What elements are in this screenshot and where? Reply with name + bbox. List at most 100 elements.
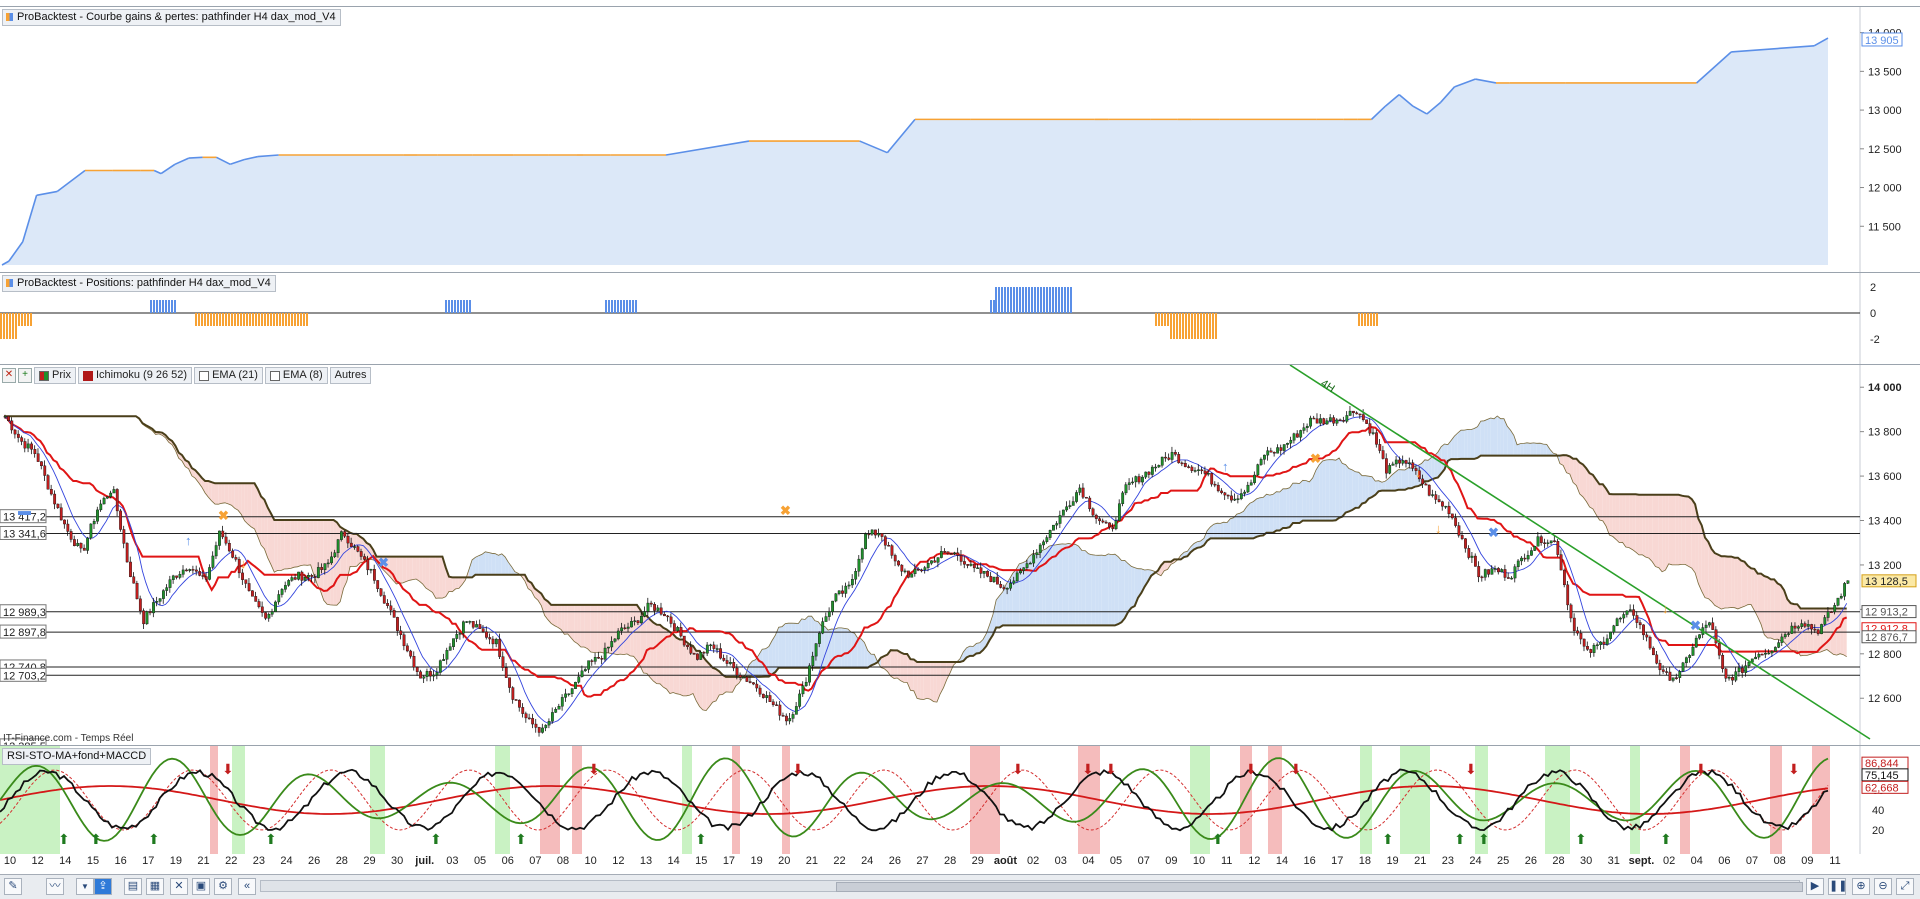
- legend-autres[interactable]: Autres: [329, 367, 372, 384]
- ichimoku-cloud-segment: [412, 556, 417, 580]
- sell-arrow: ⬇: [1245, 761, 1257, 777]
- candle-up: [1546, 542, 1550, 544]
- equity-segment: [8, 241, 24, 262]
- zoom-in-icon[interactable]: ⊕: [1852, 878, 1870, 895]
- candle-down: [1417, 470, 1421, 480]
- dropdown-icon[interactable]: ▼: [76, 878, 94, 895]
- candle-up: [165, 587, 169, 591]
- legend-ema21[interactable]: EMA (21): [194, 367, 263, 384]
- ichimoku-cloud-segment: [1269, 494, 1274, 533]
- legend-prix[interactable]: Prix: [34, 367, 76, 384]
- rewind-icon[interactable]: «: [238, 878, 256, 895]
- candle-up: [1394, 459, 1398, 465]
- indicator-icon[interactable]: ▤: [124, 878, 142, 895]
- ichimoku-cloud-segment: [218, 483, 222, 505]
- date-label: 20: [778, 855, 791, 867]
- equity-segment: [1412, 105, 1428, 115]
- candle-down: [148, 611, 152, 614]
- candle-down: [1658, 663, 1662, 671]
- candle-down: [1342, 420, 1345, 422]
- share-icon[interactable]: ⇪: [94, 878, 112, 895]
- candle-up: [333, 552, 337, 558]
- legend-ema8[interactable]: EMA (8): [264, 367, 328, 384]
- ichimoku-cloud-segment: [1335, 458, 1340, 521]
- ichimoku-cloud-segment: [775, 627, 779, 672]
- candle-down: [198, 571, 202, 576]
- scrollbar-thumb[interactable]: [836, 882, 1803, 892]
- close-panel-button[interactable]: ✕: [2, 368, 16, 383]
- sell-arrow: ⬇: [1082, 761, 1094, 777]
- candle-up: [432, 674, 436, 677]
- date-label: 11: [1220, 855, 1233, 867]
- candle-up: [171, 575, 175, 580]
- candle-down: [1190, 466, 1194, 471]
- ichimoku-cloud-segment: [692, 645, 697, 701]
- window-icon[interactable]: ▣: [192, 878, 210, 895]
- fit-icon[interactable]: ⤢: [1896, 878, 1914, 895]
- equity-segment: [1731, 44, 1815, 53]
- chart-type-icon[interactable]: 〰: [46, 878, 64, 895]
- candle-down: [1203, 470, 1207, 474]
- add-indicator-button[interactable]: +: [18, 368, 32, 383]
- ichimoku-cloud-segment: [455, 577, 459, 589]
- candle-down: [1464, 538, 1467, 549]
- zoom-out-icon[interactable]: ⊖: [1874, 878, 1892, 895]
- equity-segment: [1813, 37, 1829, 47]
- candle-down: [1450, 513, 1454, 519]
- buy-arrow: ⬆: [1212, 831, 1224, 847]
- legend-ema21-label: EMA (21): [212, 369, 258, 381]
- candle-up: [804, 681, 808, 686]
- ichimoku-cloud-segment: [1292, 483, 1297, 524]
- pause-icon[interactable]: ❚❚: [1828, 878, 1847, 895]
- candle-down: [1648, 636, 1652, 649]
- date-label: 15: [695, 855, 708, 867]
- candle-up: [297, 571, 300, 580]
- ichimoku-cloud-segment: [1128, 563, 1132, 612]
- candle-up: [1530, 550, 1533, 556]
- candle-down: [999, 584, 1003, 588]
- pencil-icon[interactable]: ✎: [4, 878, 22, 895]
- long-position-bar: [1061, 287, 1063, 313]
- candle-up: [1052, 524, 1055, 531]
- date-label: 07: [1745, 855, 1759, 867]
- date-label: 24: [861, 855, 874, 867]
- cross-icon[interactable]: ✕: [170, 878, 188, 895]
- settings-icon[interactable]: ⚙: [214, 878, 232, 895]
- candle-up: [445, 650, 449, 660]
- ichimoku-cloud-segment: [1523, 442, 1527, 456]
- backtest-icon[interactable]: ▦: [146, 878, 164, 895]
- candle-up: [1401, 460, 1405, 464]
- ichimoku-cloud-segment: [613, 604, 618, 655]
- candle-down: [1322, 418, 1326, 425]
- short-position-bar: [1191, 313, 1193, 339]
- candle-up: [616, 630, 620, 640]
- short-position-bar: [1212, 313, 1214, 339]
- candle-down: [185, 569, 188, 572]
- ichimoku-cloud-segment: [1810, 608, 1814, 655]
- long-position-bar: [1031, 287, 1033, 313]
- date-label: 17: [142, 855, 155, 867]
- candle-up: [1595, 644, 1599, 646]
- date-label: 12: [612, 855, 625, 867]
- ichimoku-cloud-segment: [1543, 444, 1547, 456]
- legend-ichimoku[interactable]: Ichimoku (9 26 52): [77, 367, 193, 384]
- ichimoku-cloud-segment: [1728, 556, 1732, 608]
- ichimoku-cloud-segment: [551, 604, 555, 626]
- equity-segment: [665, 140, 750, 156]
- play-icon[interactable]: ▶: [1806, 878, 1824, 895]
- bottom-toolbar: ✎ 〰 ▼ ⇪ ▤ ▦ ✕ ▣ ⚙ « ▶ ❚❚ ⊕ ⊖ ⤢: [0, 874, 1920, 899]
- ichimoku-cloud-segment: [913, 659, 918, 699]
- ichimoku-cloud-segment: [1520, 443, 1524, 456]
- ichimoku-cloud-segment: [1108, 553, 1112, 626]
- candle-up: [705, 644, 709, 654]
- ichimoku-cloud-segment: [1345, 464, 1349, 513]
- ema8-checkbox[interactable]: [269, 370, 280, 381]
- ichimoku-cloud-segment: [1681, 495, 1686, 565]
- ichimoku-cloud-segment: [1319, 461, 1323, 521]
- candle-up: [626, 626, 630, 629]
- candle-up: [1625, 610, 1629, 615]
- ema21-checkbox[interactable]: [199, 370, 210, 381]
- candle-down: [1338, 419, 1342, 422]
- horizontal-scrollbar[interactable]: [260, 880, 1803, 892]
- price-tick-label: 13 600: [1868, 471, 1902, 483]
